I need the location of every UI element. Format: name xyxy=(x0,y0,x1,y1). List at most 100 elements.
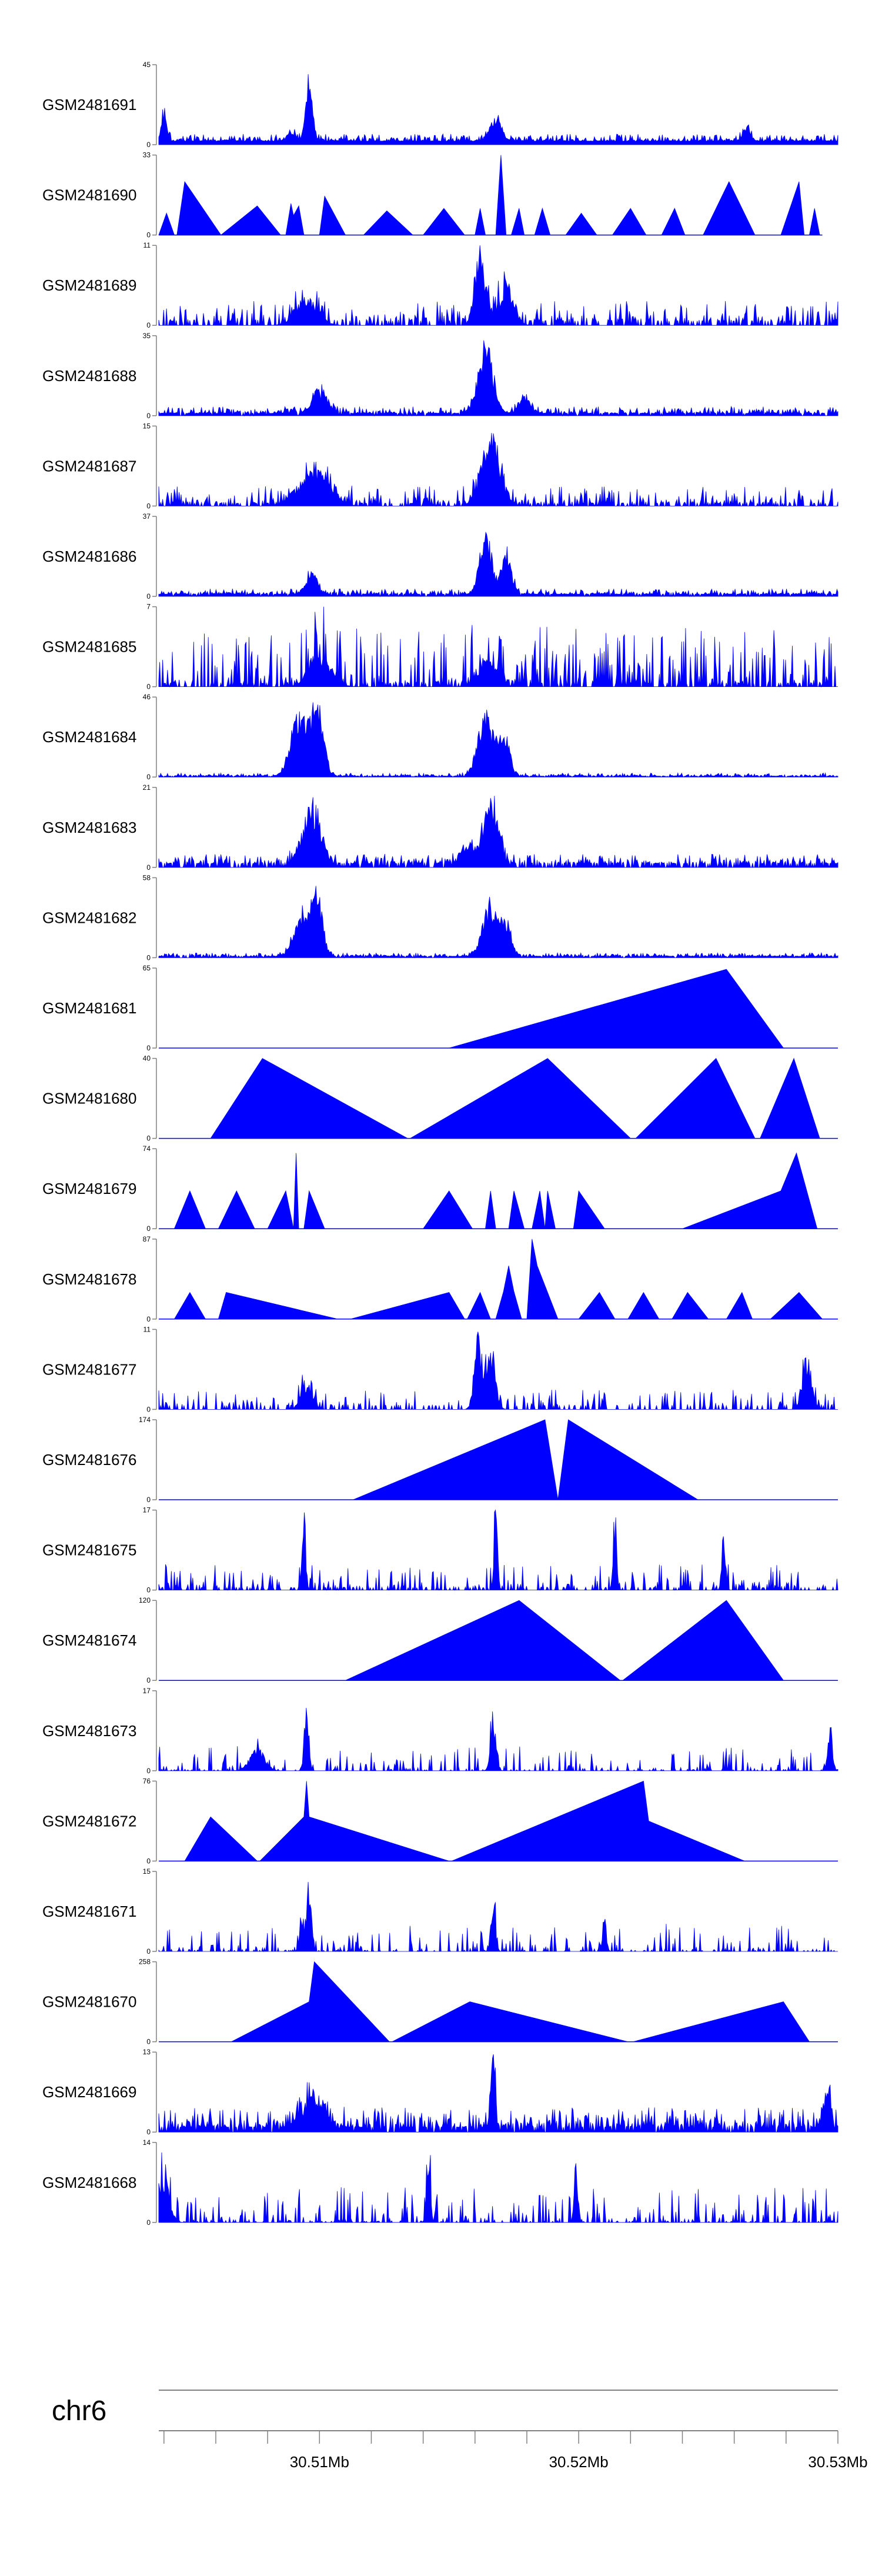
y-tick-label-max: 65 xyxy=(143,964,151,972)
y-tick-label-min: 0 xyxy=(146,1496,151,1504)
track-label: GSM2481688 xyxy=(42,367,136,385)
genome-axis: chr6 30.51Mb 30.52Mb 30.53Mb xyxy=(52,2390,868,2471)
track-GSM2481670: GSM2481670 258 0 xyxy=(42,1958,838,2046)
track-label: GSM2481686 xyxy=(42,548,136,565)
y-tick-label-max: 46 xyxy=(143,693,151,701)
coverage-area xyxy=(158,2054,838,2133)
track-label: GSM2481685 xyxy=(42,638,136,656)
y-tick-label-max: 17 xyxy=(143,1506,151,1514)
track-label: GSM2481689 xyxy=(42,276,136,294)
y-tick-label-min: 0 xyxy=(146,1947,151,1956)
coverage-area xyxy=(158,1332,838,1410)
y-tick-label-max: 11 xyxy=(143,1325,151,1333)
chromosome-label: chr6 xyxy=(52,2395,106,2427)
track-label: GSM2481684 xyxy=(42,728,136,746)
track-label: GSM2481677 xyxy=(42,1360,136,1378)
y-tick-label-min: 0 xyxy=(146,1405,151,1413)
y-tick-label-min: 0 xyxy=(146,953,151,962)
y-tick-label-min: 0 xyxy=(146,1586,151,1594)
coverage-area xyxy=(210,1057,820,1139)
y-tick-label-min: 0 xyxy=(146,592,151,600)
coverage-area xyxy=(173,1239,823,1320)
coverage-area xyxy=(158,155,820,236)
y-tick-label-max: 40 xyxy=(143,1055,151,1063)
coverage-area xyxy=(353,1419,699,1500)
track-GSM2481676: GSM2481676 174 0 xyxy=(42,1416,838,1504)
y-tick-label-min: 0 xyxy=(146,231,151,239)
y-tick-label-min: 0 xyxy=(146,412,151,420)
y-tick-label-max: 37 xyxy=(143,512,151,520)
track-label: GSM2481675 xyxy=(42,1541,136,1559)
coverage-area xyxy=(158,245,838,326)
track-GSM2481674: GSM2481674 120 0 xyxy=(42,1596,838,1684)
y-tick-label-min: 0 xyxy=(146,683,151,691)
track-GSM2481683: GSM2481683 21 0 xyxy=(42,783,838,872)
y-tick-label-min: 0 xyxy=(146,863,151,872)
y-tick-label-max: 58 xyxy=(143,873,151,882)
track-label: GSM2481687 xyxy=(42,457,136,475)
y-tick-label-max: 21 xyxy=(143,783,151,792)
track-GSM2481677: GSM2481677 11 0 xyxy=(42,1325,838,1413)
y-tick-label-max: 17 xyxy=(143,1687,151,1695)
y-tick-label-min: 0 xyxy=(146,773,151,781)
y-tick-label-max: 174 xyxy=(139,1416,151,1424)
y-tick-label-min: 0 xyxy=(146,321,151,329)
track-GSM2481672: GSM2481672 76 0 xyxy=(42,1777,838,1865)
track-GSM2481686: GSM2481686 37 0 xyxy=(42,512,838,600)
y-tick-label-max: 87 xyxy=(143,1235,151,1243)
track-GSM2481685: GSM2481685 7 0 xyxy=(42,603,838,691)
y-tick-label-min: 0 xyxy=(146,1857,151,1865)
track-label: GSM2481672 xyxy=(42,1812,136,1830)
track-GSM2481681: GSM2481681 65 0 xyxy=(42,964,838,1052)
track-GSM2481688: GSM2481688 35 0 xyxy=(42,332,838,420)
y-tick-label-max: 120 xyxy=(139,1596,151,1604)
y-tick-label-max: 33 xyxy=(143,151,151,159)
y-tick-label-max: 74 xyxy=(143,1144,151,1153)
x-tick-label: 30.52Mb xyxy=(549,2453,609,2471)
track-label: GSM2481682 xyxy=(42,909,136,926)
y-tick-label-min: 0 xyxy=(146,1134,151,1143)
track-GSM2481691: GSM2481691 45 0 xyxy=(42,61,838,149)
track-label: GSM2481691 xyxy=(42,96,136,114)
coverage-area xyxy=(158,606,838,688)
track-label: GSM2481668 xyxy=(42,2174,136,2191)
coverage-area xyxy=(158,74,838,145)
y-tick-label-min: 0 xyxy=(146,1315,151,1323)
track-label: GSM2481681 xyxy=(42,999,136,1017)
coverage-area xyxy=(158,340,838,417)
track-label: GSM2481678 xyxy=(42,1270,136,1288)
coverage-area xyxy=(158,2152,838,2224)
y-tick-label-min: 0 xyxy=(146,2218,151,2227)
y-tick-label-max: 258 xyxy=(139,1958,151,1966)
tracks-layer: GSM2481691450GSM2481690330GSM2481689110G… xyxy=(42,61,838,2227)
track-GSM2481684: GSM2481684 46 0 xyxy=(42,693,838,781)
track-label: GSM2481670 xyxy=(42,1993,136,2011)
y-tick-label-min: 0 xyxy=(146,2128,151,2136)
coverage-area xyxy=(158,702,838,778)
coverage-area xyxy=(231,1961,810,2042)
track-label: GSM2481674 xyxy=(42,1631,136,1649)
y-tick-label-max: 45 xyxy=(143,61,151,69)
track-label: GSM2481683 xyxy=(42,819,136,836)
y-tick-label-max: 15 xyxy=(143,422,151,430)
track-label: GSM2481671 xyxy=(42,1903,136,1920)
track-GSM2481682: GSM2481682 58 0 xyxy=(42,873,838,962)
track-GSM2481689: GSM2481689 11 0 xyxy=(42,241,838,329)
y-tick-label-max: 15 xyxy=(143,1867,151,1876)
coverage-area xyxy=(158,886,838,959)
coverage-area xyxy=(158,433,838,507)
coverage-area xyxy=(158,1707,838,1772)
track-GSM2481679: GSM2481679 74 0 xyxy=(42,1144,838,1233)
y-tick-label-max: 76 xyxy=(143,1777,151,1785)
track-GSM2481678: GSM2481678 87 0 xyxy=(42,1235,838,1323)
coverage-area xyxy=(345,1600,784,1681)
track-GSM2481668: GSM2481668 14 0 xyxy=(42,2138,838,2227)
track-label: GSM2481690 xyxy=(42,186,136,204)
coverage-area xyxy=(158,1509,838,1591)
track-label: GSM2481669 xyxy=(42,2083,136,2101)
coverage-area xyxy=(158,531,838,598)
y-tick-label-min: 0 xyxy=(146,141,151,149)
track-GSM2481671: GSM2481671 15 0 xyxy=(42,1867,838,1956)
y-tick-label-max: 14 xyxy=(143,2138,151,2147)
